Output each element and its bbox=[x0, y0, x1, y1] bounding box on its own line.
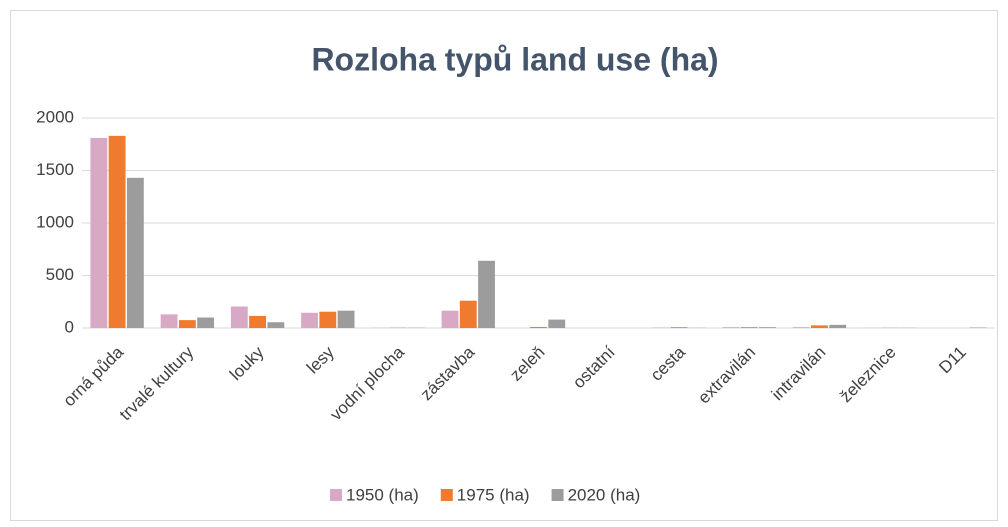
bar bbox=[530, 326, 547, 328]
bar bbox=[829, 324, 847, 328]
bar bbox=[160, 314, 178, 328]
bar bbox=[319, 311, 337, 328]
bar bbox=[652, 327, 670, 328]
y-tick-label: 1500 bbox=[36, 160, 74, 179]
legend-label: 1975 (ha) bbox=[457, 485, 530, 504]
bar bbox=[301, 312, 318, 328]
legend-label: 1950 (ha) bbox=[346, 485, 419, 504]
legend-swatch bbox=[551, 489, 564, 501]
bar bbox=[670, 327, 688, 328]
legend-swatch bbox=[440, 489, 453, 501]
y-tick-label: 500 bbox=[46, 265, 74, 284]
bar bbox=[792, 327, 810, 328]
bar bbox=[337, 310, 355, 328]
chart-title: Rozloha typů land use (ha) bbox=[311, 41, 718, 77]
legend-swatch bbox=[330, 489, 342, 501]
bar bbox=[810, 325, 828, 328]
bar bbox=[197, 317, 215, 328]
bar bbox=[459, 300, 477, 328]
bar bbox=[267, 322, 285, 328]
bar bbox=[478, 260, 495, 328]
bar bbox=[108, 135, 126, 328]
bar bbox=[722, 327, 740, 328]
bar bbox=[740, 327, 758, 328]
bar bbox=[249, 315, 267, 328]
bar bbox=[759, 327, 776, 328]
y-tick-label: 2000 bbox=[36, 107, 74, 126]
chart-frame bbox=[10, 10, 998, 521]
bar bbox=[178, 320, 196, 328]
bar bbox=[969, 327, 987, 328]
bar bbox=[441, 310, 459, 328]
legend-label: 2020 (ha) bbox=[568, 485, 641, 504]
bar bbox=[126, 177, 144, 328]
y-tick-label: 1000 bbox=[36, 212, 74, 231]
y-tick-label: 0 bbox=[65, 317, 74, 336]
bar bbox=[90, 137, 108, 328]
bar bbox=[230, 306, 248, 328]
bar bbox=[548, 319, 566, 328]
